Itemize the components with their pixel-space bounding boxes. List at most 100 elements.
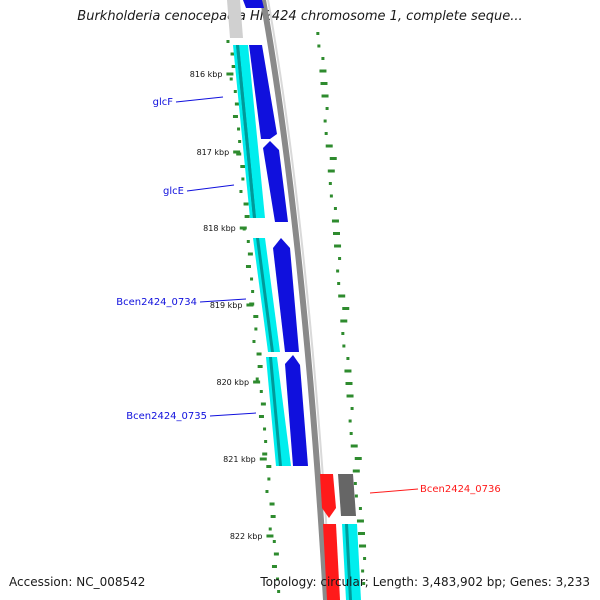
- skew-dot: [338, 257, 342, 260]
- gc-dot: [256, 352, 262, 356]
- gene-glcE[interactable]: [236, 45, 288, 222]
- gc-dot: [229, 77, 233, 81]
- skew-dot: [325, 107, 329, 110]
- gc-dot: [277, 590, 281, 593]
- tick-mark: [239, 226, 247, 230]
- skew-dot: [321, 57, 325, 60]
- cds-arrow-reverse: [320, 474, 336, 518]
- skew-dot: [358, 507, 362, 510]
- cyan-stub-edge: [345, 524, 352, 600]
- tick-mark: [253, 380, 261, 384]
- skew-dot: [331, 219, 339, 223]
- gc-dot: [240, 165, 246, 168]
- gc-dot: [234, 102, 240, 106]
- tick-label: 818 kbp: [203, 224, 236, 233]
- gene-label[interactable]: glcF: [153, 97, 174, 108]
- gc-dot: [233, 90, 237, 93]
- skew-dot: [320, 82, 328, 85]
- gc-dot: [260, 402, 266, 406]
- skew-dot: [325, 144, 333, 148]
- skew-dot: [316, 32, 320, 35]
- label-leader-line: [175, 96, 224, 103]
- gc-dot: [262, 452, 268, 456]
- skew-dot: [356, 519, 364, 523]
- gc-dot: [272, 540, 276, 543]
- skew-dot: [342, 344, 346, 348]
- gc-dot: [265, 490, 269, 493]
- skew-dot: [336, 269, 340, 273]
- gc-dot: [246, 240, 250, 243]
- gc-dot: [254, 327, 258, 331]
- skew-dot: [340, 319, 348, 323]
- skew-dot: [324, 132, 328, 135]
- skew-dot: [342, 307, 350, 310]
- cds-arrow: [285, 355, 308, 466]
- gc-dot: [264, 440, 268, 443]
- cds-arrow: [249, 45, 277, 139]
- skew-dot: [328, 182, 332, 185]
- skew-dot: [350, 407, 354, 410]
- gene-label[interactable]: Bcen2424_0735: [126, 411, 207, 422]
- scale-ticks: 816 kbp 817 kbp 818 kbp 819 kbp 820 kbp 821 k…: [190, 70, 274, 541]
- gc-dot: [259, 390, 263, 393]
- accession-text: Accession: NC_008542: [9, 575, 146, 589]
- stub-light: [227, 0, 243, 38]
- grey-feature: [338, 474, 356, 516]
- skew-dot: [346, 357, 350, 360]
- gene-label[interactable]: Bcen2424_0736: [420, 484, 501, 495]
- gene-bcen2424-0734[interactable]: [253, 238, 299, 352]
- gc-skew-dots: [226, 32, 367, 593]
- cds-arrow: [263, 141, 288, 222]
- skew-dot: [354, 457, 362, 460]
- gene-bcen2424-0735[interactable]: [266, 355, 308, 466]
- gene-labels: glcF glcE Bcen2424_0734 Bcen2424_0735 Bcen24…: [116, 96, 501, 495]
- tick-label: 816 kbp: [190, 70, 223, 79]
- skew-dot: [321, 94, 329, 98]
- label-leader-line: [199, 298, 247, 303]
- gc-dot: [253, 315, 259, 318]
- skew-dot: [354, 494, 358, 498]
- tick-label: 822 kbp: [230, 532, 263, 541]
- gc-dot: [232, 115, 238, 118]
- skew-dot: [348, 419, 352, 423]
- gc-dot: [276, 577, 280, 581]
- gene-label[interactable]: Bcen2424_0734: [116, 297, 197, 308]
- tick-mark: [259, 457, 267, 461]
- backbone-track: [260, 0, 332, 600]
- skew-dot: [350, 444, 358, 448]
- skew-dot: [344, 369, 352, 373]
- label-leader-line: [186, 184, 235, 192]
- skew-dot: [319, 69, 327, 73]
- gc-dot: [238, 140, 242, 143]
- skew-dot: [352, 469, 360, 473]
- skew-dot: [329, 194, 333, 198]
- tick-mark: [233, 150, 241, 154]
- upstream-gene-stub: [227, 0, 264, 38]
- skew-dot: [329, 157, 337, 160]
- tick-mark: [266, 534, 274, 538]
- skew-dot: [323, 119, 327, 123]
- gc-dot: [273, 552, 279, 556]
- skew-dot: [363, 557, 367, 560]
- tick-label: 819 kbp: [210, 301, 243, 310]
- red-stub: [323, 524, 340, 600]
- skew-dot: [353, 482, 357, 485]
- gc-dot: [245, 265, 251, 268]
- gene-bcen2424-0736[interactable]: [320, 474, 336, 518]
- tick-label: 817 kbp: [197, 148, 230, 157]
- gc-dot: [252, 340, 256, 343]
- skew-dot: [358, 532, 365, 535]
- skew-dot: [338, 294, 346, 298]
- genome-summary: Topology: circular; Length: 3,483,902 bp…: [260, 575, 590, 589]
- gene-label[interactable]: glcE: [163, 186, 184, 197]
- skew-dot: [349, 432, 353, 435]
- gene-unlabeled-grey: [338, 474, 356, 516]
- gc-dot: [270, 515, 276, 518]
- tick-label: 821 kbp: [223, 455, 256, 464]
- gc-dot: [241, 177, 245, 181]
- gc-dot: [255, 377, 259, 381]
- gene-track-edge: [236, 45, 256, 218]
- gc-dot: [243, 202, 249, 206]
- tick-mark: [226, 72, 234, 76]
- tick-mark: [246, 303, 254, 307]
